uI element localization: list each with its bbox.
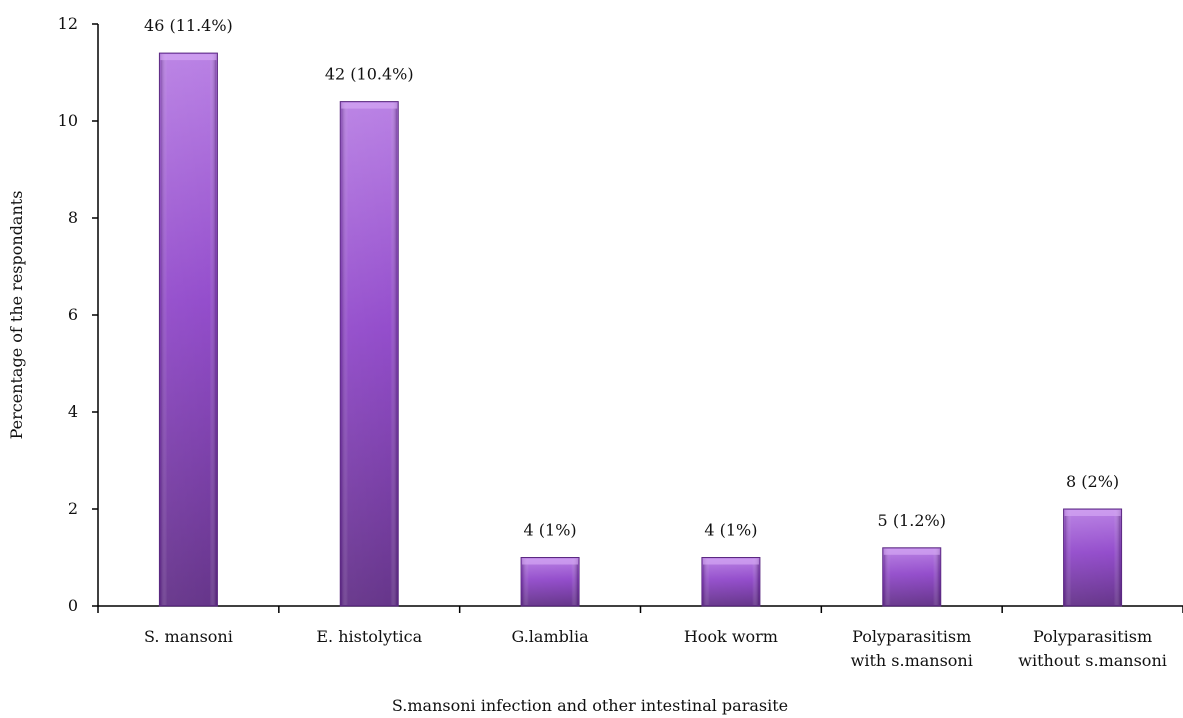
bar-shading-5 [1064,510,1121,605]
y-axis-title: Percentage of the respondants [7,191,26,440]
category-labels: S. mansoni E. histolytica G.lamblia Hook wo… [144,627,1167,670]
y-tick-label-6: 12 [58,14,78,33]
category-label-line-4-1: with s.mansoni [851,651,973,670]
bar-highlight-4 [883,548,940,555]
category-label-3: Hook worm [684,627,778,646]
data-label-3: 4 (1%) [704,521,757,540]
category-label-1: E. histolytica [316,627,422,646]
y-tick-label-1: 2 [68,499,78,518]
y-tick-label-2: 4 [68,402,78,421]
bar-shading-2 [522,558,579,605]
bar-shading-3 [702,558,759,605]
bars [158,52,1123,607]
bar-shading-0 [160,54,217,606]
data-label-2: 4 (1%) [524,521,577,540]
data-labels: 46 (11.4%) 42 (10.4%) 4 (1%) 4 (1%) 5 (1.2%)… [144,16,1119,539]
bar-shading-1 [341,102,398,605]
y-tick-label-5: 10 [58,111,78,130]
bar-highlight-1 [341,102,398,109]
data-label-4: 5 (1.2%) [878,511,946,530]
bar-highlight-5 [1064,510,1121,516]
data-label-1: 42 (10.4%) [325,65,414,84]
data-label-5: 8 (2%) [1066,472,1119,491]
y-tick-label-0: 0 [68,596,78,615]
category-label-2: G.lamblia [512,627,590,646]
category-label-line-2-0: G.lamblia [512,627,590,646]
y-tick-label-4: 8 [68,208,78,227]
y-tick-label-3: 6 [68,305,78,324]
category-label-line-4-0: Polyparasitism [852,627,971,646]
category-label-line-5-1: without s.mansoni [1018,651,1167,670]
category-label-5: Polyparasitism without s.mansoni [1018,627,1167,670]
x-axis-title: S.mansoni infection and other intestinal… [392,696,788,715]
bar-highlight-2 [522,558,579,565]
bar-highlight-0 [160,54,217,61]
category-label-line-5-0: Polyparasitism [1033,627,1152,646]
bar-highlight-3 [702,558,759,565]
x-axis-ticks [97,606,1183,613]
category-label-line-0-0: S. mansoni [144,627,233,646]
category-label-line-1-0: E. histolytica [316,627,422,646]
y-axis-ticks: 0 2 4 6 8 10 12 [58,14,98,615]
category-label-line-3-0: Hook worm [684,627,778,646]
plot-area: 0 2 4 6 8 10 12 46 (11.4%) 42 (10.4%) 4 (1%) 4 (1… [58,14,1183,670]
data-label-0: 46 (11.4%) [144,16,233,35]
category-label-0: S. mansoni [144,627,233,646]
bar-shading-4 [883,548,940,605]
category-label-4: Polyparasitism with s.mansoni [851,627,973,670]
